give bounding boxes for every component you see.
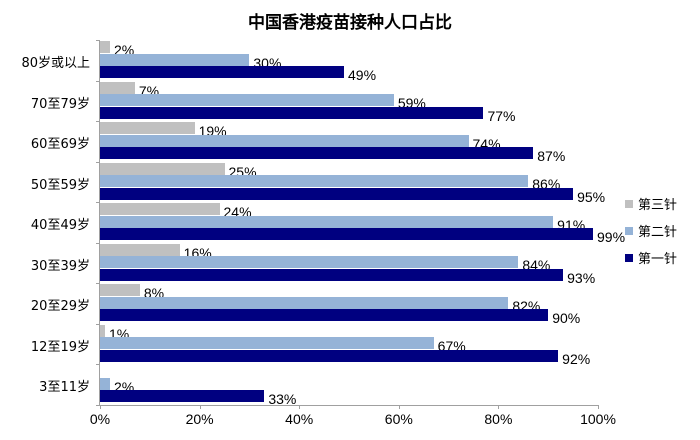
category-label: 30至39岁 <box>30 258 90 274</box>
y-tick <box>96 283 100 284</box>
category-label: 12至19岁 <box>30 339 90 355</box>
bar-dose3 <box>100 41 110 53</box>
x-tick-label: 100% <box>580 411 616 427</box>
y-tick <box>96 161 100 163</box>
data-label: 95% <box>577 188 606 205</box>
bar-dose3 <box>100 284 140 296</box>
bar-dose3 <box>100 162 225 175</box>
bar-dose1 <box>100 187 574 200</box>
category-label: 3至11岁 <box>39 380 90 395</box>
x-tick <box>598 405 599 409</box>
legend-label: 第三针 <box>638 198 678 213</box>
x-tick-label: 60% <box>384 411 413 427</box>
x-tick <box>100 405 101 409</box>
bar-dose1 <box>100 268 564 281</box>
x-tick-label: 80% <box>484 411 513 427</box>
bar-dose3 <box>100 122 195 134</box>
bar-dose3 <box>100 324 105 337</box>
legend-swatch-icon <box>625 199 633 208</box>
x-tick <box>199 405 201 409</box>
x-tick <box>498 405 500 409</box>
y-tick <box>96 80 100 82</box>
legend-item-dose3: 第三针 <box>625 190 677 217</box>
x-tick-label: 20% <box>185 411 214 427</box>
category-label: 60至69岁 <box>30 137 90 152</box>
data-label: 93% <box>567 269 596 286</box>
legend-swatch-icon <box>625 253 633 262</box>
category-label: 40至49岁 <box>30 218 90 233</box>
bar-dose3 <box>100 81 135 94</box>
data-label: 33% <box>268 391 297 407</box>
legend-label: 第二针 <box>638 225 678 240</box>
category-label: 20至29岁 <box>30 299 90 314</box>
bar-dose2 <box>100 53 250 66</box>
bar-dose3 <box>100 203 220 215</box>
y-tick <box>96 323 100 325</box>
bar-dose2 <box>100 256 519 268</box>
bar-dose1 <box>100 106 484 119</box>
y-tick <box>96 242 100 244</box>
x-tick-label: 40% <box>285 411 314 427</box>
bar-dose1 <box>100 309 549 321</box>
bar-dose3 <box>100 243 180 256</box>
legend: 第三针 第二针 第一针 <box>625 190 677 271</box>
legend-item-dose2: 第二针 <box>625 217 677 244</box>
data-label: 49% <box>348 67 377 83</box>
y-axis <box>99 40 100 405</box>
data-label: 90% <box>552 310 581 326</box>
bar-dose2 <box>100 175 529 187</box>
y-tick <box>96 404 100 406</box>
bar-dose1 <box>100 390 265 402</box>
bar-dose1 <box>100 147 534 159</box>
y-tick <box>96 121 100 122</box>
data-label: 87% <box>537 148 566 164</box>
data-label: 77% <box>487 107 516 124</box>
bar-dose2 <box>100 134 469 147</box>
legend-swatch-icon <box>625 226 633 235</box>
x-tick <box>398 405 400 409</box>
bar-dose2 <box>100 377 110 390</box>
bar-dose2 <box>100 215 554 228</box>
data-label: 92% <box>562 350 591 367</box>
y-tick <box>96 40 100 41</box>
category-label: 80岁或以上 <box>21 56 90 71</box>
y-tick <box>96 202 100 203</box>
category-label: 50至59岁 <box>30 177 90 193</box>
bar-dose1 <box>100 66 345 78</box>
chart-title: 中国香港疫苗接种人口占比 <box>248 13 452 33</box>
bar-dose1 <box>100 228 594 240</box>
legend-item-dose1: 第一针 <box>625 244 677 271</box>
bar-dose2 <box>100 337 434 349</box>
y-tick <box>96 364 100 365</box>
x-tick <box>299 405 301 409</box>
x-axis <box>99 405 599 406</box>
bar-dose2 <box>100 94 394 106</box>
bar-dose1 <box>100 349 559 362</box>
x-tick-label: 0% <box>89 411 111 427</box>
data-label: 99% <box>597 229 626 245</box>
bar-dose2 <box>100 296 509 309</box>
category-label: 70至79岁 <box>30 96 90 112</box>
legend-label: 第一针 <box>638 252 678 267</box>
